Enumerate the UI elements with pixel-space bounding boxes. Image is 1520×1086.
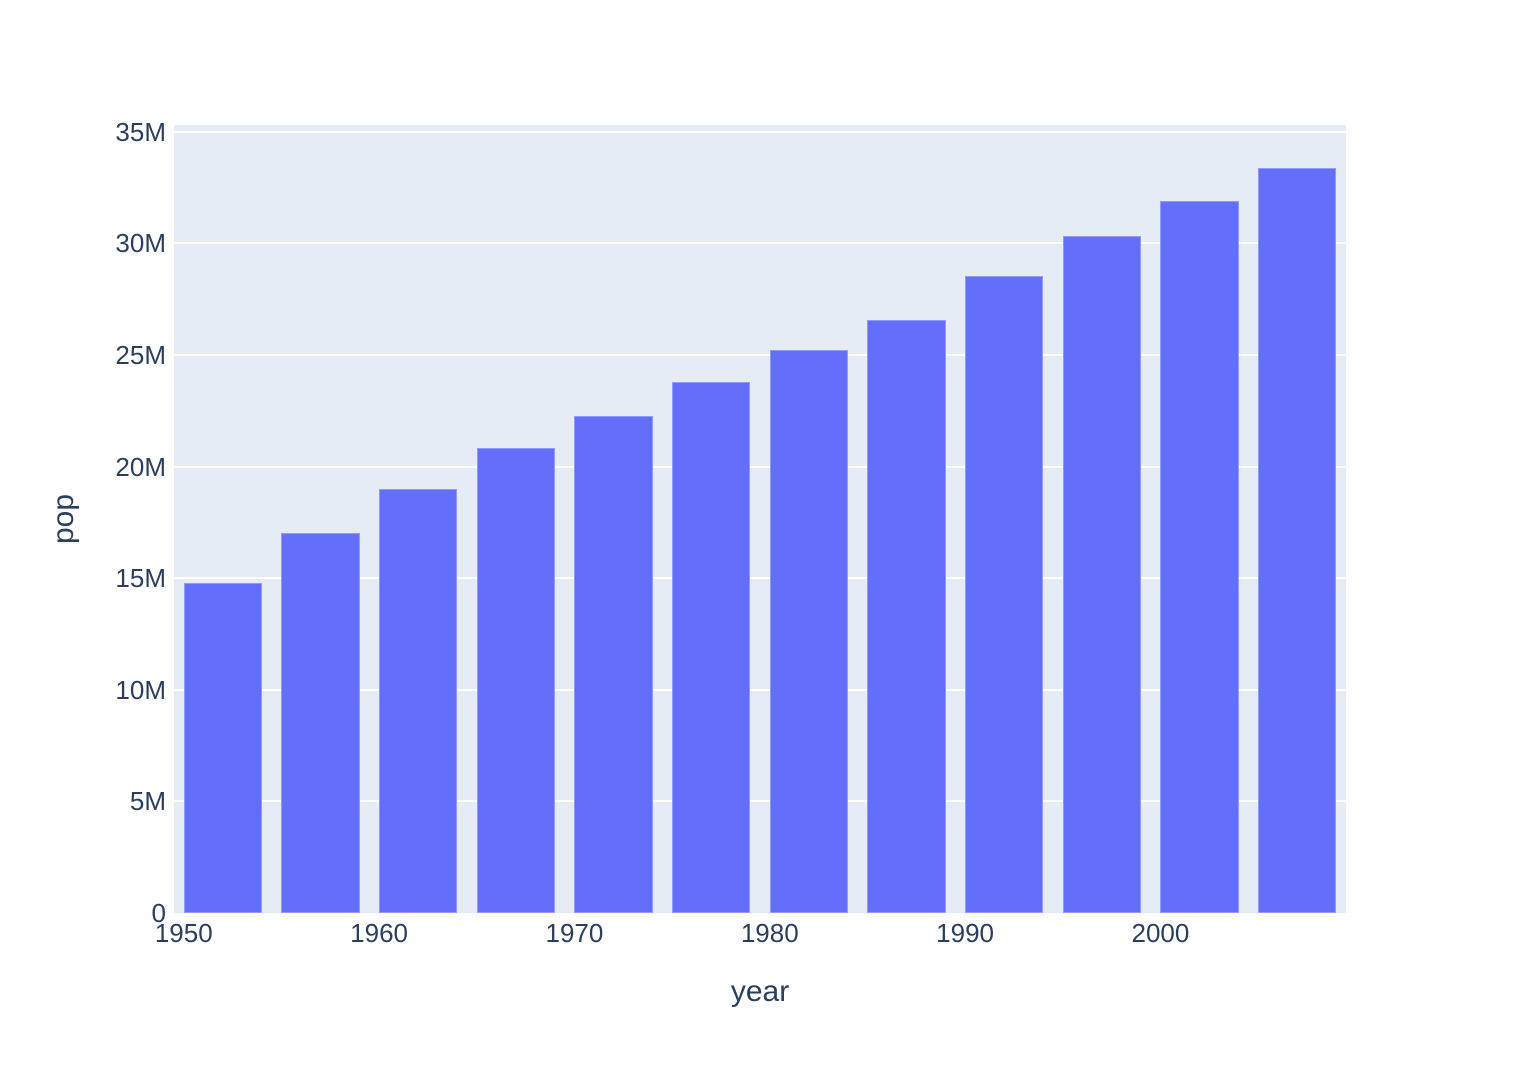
x-axis-title: year	[730, 975, 790, 1008]
y-gridline	[174, 800, 1346, 803]
x-tick-label: 1990	[936, 918, 995, 948]
x-tick-label: 1980	[740, 918, 799, 948]
bar-1972[interactable]	[574, 415, 653, 913]
y-tick-label: 30M	[115, 228, 166, 259]
bar-1967[interactable]	[476, 448, 555, 913]
y-tick-label: 10M	[115, 674, 166, 705]
y-tick-label: 0	[151, 898, 166, 928]
x-tick-label: 1960	[350, 918, 409, 948]
y-gridline	[174, 577, 1346, 580]
y-tick-label: 15M	[115, 563, 166, 594]
bar-1987[interactable]	[867, 320, 946, 913]
bar-2002[interactable]	[1160, 200, 1239, 913]
bar-1997[interactable]	[1062, 236, 1141, 913]
bar-1962[interactable]	[379, 489, 458, 913]
y-gridline	[174, 242, 1346, 245]
x-tick-label: 1970	[545, 918, 604, 948]
x-tick-label: 1950	[154, 918, 213, 948]
bar-1977[interactable]	[672, 381, 751, 913]
y-gridline	[174, 353, 1346, 356]
y-gridline	[174, 688, 1346, 691]
bar-1957[interactable]	[281, 533, 360, 913]
y-gridline	[174, 130, 1346, 133]
bar-1992[interactable]	[965, 276, 1044, 913]
y-tick-label: 25M	[115, 339, 166, 370]
x-tick-label: 2000	[1131, 918, 1190, 948]
y-tick-label: 35M	[115, 116, 166, 147]
y-tick-label: 5M	[129, 786, 166, 817]
plot-area[interactable]	[174, 125, 1346, 913]
bar-1982[interactable]	[769, 350, 848, 913]
y-gridline	[174, 465, 1346, 468]
y-axis-title: pop	[47, 493, 80, 545]
bar-1952[interactable]	[183, 582, 262, 913]
bar-2007[interactable]	[1258, 167, 1337, 913]
y-tick-label: 20M	[115, 451, 166, 482]
